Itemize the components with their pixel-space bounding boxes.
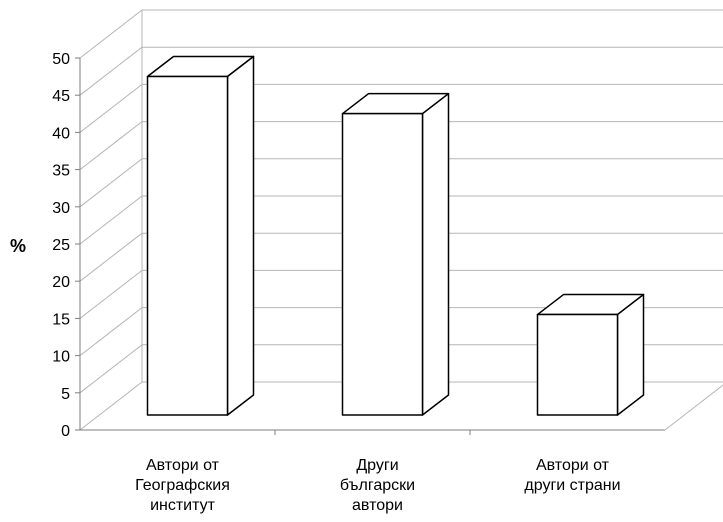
bar <box>341 112 424 416</box>
gridline-side <box>79 9 143 59</box>
bar <box>146 75 229 416</box>
gridline-side <box>79 84 143 133</box>
bar-side <box>226 55 255 416</box>
gridline-side <box>79 46 143 96</box>
gridline-side <box>79 344 143 394</box>
y-tick-label: 25 <box>52 237 70 254</box>
y-axis-label: % <box>10 236 26 256</box>
x-category-label: Автори от Географския институт <box>135 457 230 514</box>
x-category-label-line: Други <box>356 457 398 474</box>
bar-side <box>421 92 450 416</box>
gridline-side <box>79 381 143 431</box>
x-category-label: Други български автори <box>340 457 415 514</box>
y-tick-label: 10 <box>52 349 70 366</box>
x-category-label-line: Географския <box>135 477 230 494</box>
gridline-side <box>79 232 143 282</box>
y-tick-label: 50 <box>52 51 70 68</box>
y-tick-label: 45 <box>52 88 70 105</box>
y-tick-label: 35 <box>52 163 70 180</box>
y-tick-label: 15 <box>52 311 70 328</box>
y-tick-label: 0 <box>61 423 70 440</box>
x-category-label: Автори от други страни <box>524 457 620 494</box>
x-category-label-line: институт <box>150 497 216 514</box>
labels-layer: 0 5 10 15 20 25 30 35 40 45 50 Автори от Географския… <box>52 51 620 514</box>
gridline-side <box>79 307 143 356</box>
gridline-side <box>79 195 143 245</box>
y-tick-label: 30 <box>52 200 70 217</box>
gridline-side <box>79 121 143 170</box>
floor-right-edge <box>664 384 723 431</box>
gridline-side <box>79 158 143 208</box>
bar <box>536 313 619 416</box>
x-category-label-line: автори <box>352 497 403 514</box>
x-category-label-line: Автори от <box>536 457 610 474</box>
gridline-side <box>79 270 143 319</box>
x-category-label-line: други страни <box>524 477 620 494</box>
x-category-label-line: Автори от <box>146 457 220 474</box>
y-tick-label: 40 <box>52 125 70 142</box>
bars-layer <box>146 55 645 416</box>
x-category-label-line: български <box>340 477 415 494</box>
y-tick-label: 5 <box>61 386 70 403</box>
y-tick-label: 20 <box>52 274 70 291</box>
axis-layer <box>75 57 723 435</box>
bar-side <box>616 293 645 416</box>
